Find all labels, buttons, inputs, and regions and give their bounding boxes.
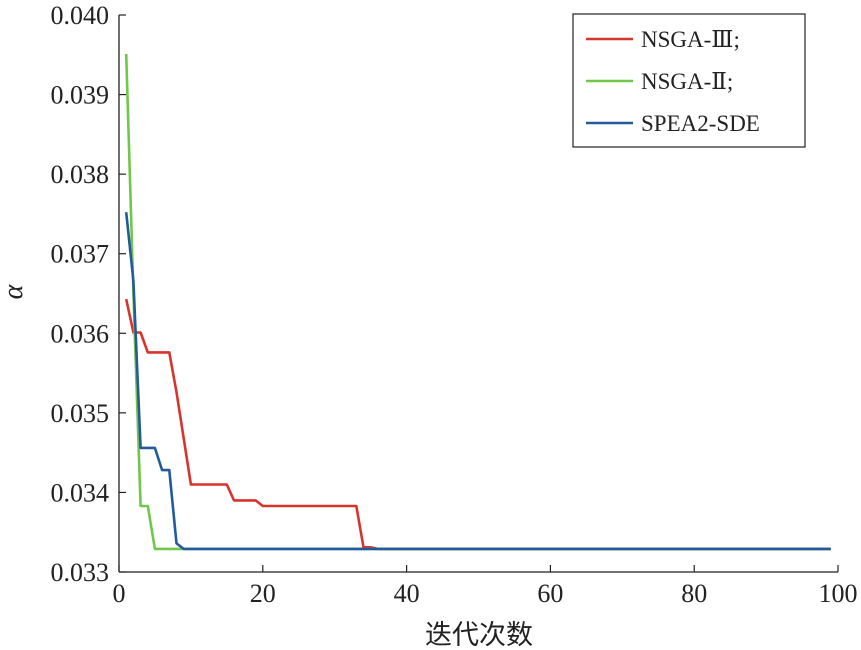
y-tick-label: 0.034 — [51, 478, 110, 507]
y-tick-label: 0.038 — [51, 160, 110, 189]
x-tick-label: 40 — [394, 579, 420, 608]
x-tick-label: 80 — [681, 579, 707, 608]
y-tick-label: 0.033 — [51, 558, 110, 587]
legend: NSGA-Ⅲ; NSGA-Ⅱ; SPEA2-SDE — [572, 13, 806, 148]
y-tick-label: 0.039 — [51, 81, 110, 110]
x-tick-label: 0 — [113, 579, 126, 608]
y-tick-label: 0.040 — [51, 1, 110, 30]
axes — [118, 14, 839, 573]
y-axis-label: α — [0, 283, 29, 299]
x-tick-label: 20 — [250, 579, 276, 608]
x-tick-label: 60 — [537, 579, 563, 608]
legend-label-0: NSGA-Ⅲ; — [641, 27, 740, 52]
legend-label-2: SPEA2-SDE — [641, 111, 760, 136]
series-line-0 — [124, 298, 831, 551]
series-layer — [124, 53, 831, 551]
y-tick-label: 0.036 — [51, 319, 110, 348]
x-tick-label: 100 — [819, 579, 858, 608]
series-line-2 — [124, 212, 831, 551]
y-tick-label: 0.035 — [51, 399, 110, 428]
x-axis-label: 迭代次数 — [425, 620, 533, 650]
legend-label-1: NSGA-Ⅱ; — [641, 69, 733, 94]
tick-labels: 0 20 40 60 80 100 0.033 0.034 0.035 0.036 0.037 0.0… — [51, 1, 858, 608]
y-tick-label: 0.037 — [51, 240, 110, 269]
